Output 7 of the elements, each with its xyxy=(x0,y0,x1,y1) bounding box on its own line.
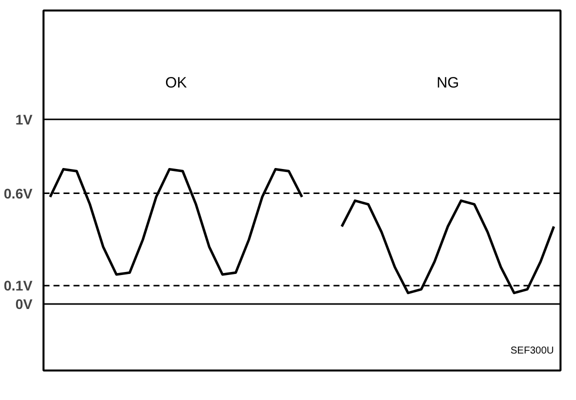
y-tick-label: 0.6V xyxy=(4,185,34,202)
annotation: OK xyxy=(165,74,187,92)
y-tick-label: 1V xyxy=(15,111,34,128)
y-tick-label: 0V xyxy=(15,296,34,312)
annotation: SEF300U xyxy=(510,346,554,356)
y-tick-label: 0.1V xyxy=(4,278,34,294)
annotation: NG xyxy=(436,74,460,92)
